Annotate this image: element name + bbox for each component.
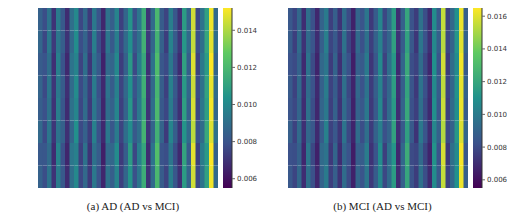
- html-text:(b) MCI (AD vs MCI): (b) MCI (AD vs MCI): [333, 200, 432, 212]
- svg-text:0.012: 0.012: [487, 78, 507, 86]
- html-text:(a) AD (AD vs MCI): (a) AD (AD vs MCI): [86, 200, 180, 212]
- svg-text:0.008: 0.008: [237, 138, 257, 146]
- svg-text:0.010: 0.010: [487, 111, 507, 119]
- svg-text:0.008: 0.008: [487, 144, 507, 152]
- svg-text:0.006: 0.006: [237, 175, 258, 183]
- svg-text:0.014: 0.014: [237, 27, 258, 35]
- svg-text:0.016: 0.016: [487, 13, 508, 21]
- svg-text:0.012: 0.012: [237, 64, 257, 72]
- svg-text:0.010: 0.010: [237, 101, 257, 109]
- svg-text:0.014: 0.014: [487, 45, 508, 53]
- svg-text:0.006: 0.006: [487, 176, 508, 184]
